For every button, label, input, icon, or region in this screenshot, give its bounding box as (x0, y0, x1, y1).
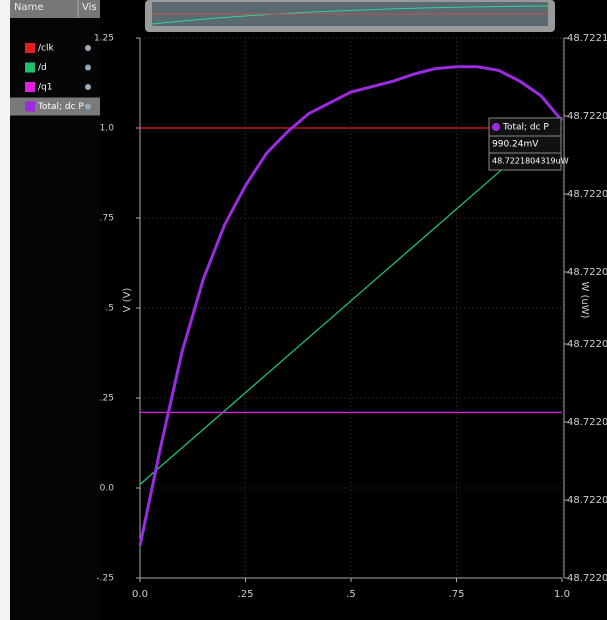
tooltip-dot (492, 123, 500, 131)
y-tick-label: 1.0 (100, 124, 115, 134)
visibility-icon (85, 103, 91, 110)
visibility-icon (85, 64, 91, 71)
y-tick-label: .25 (100, 394, 114, 404)
y-tick-label: -.25 (96, 574, 114, 584)
legend-swatch (25, 43, 35, 53)
tooltip: Total; dc P 990.24mV 48.7221804319uW (488, 117, 569, 171)
x-tick-label: .25 (238, 589, 254, 600)
legend-label: /q1 (38, 83, 52, 93)
y-tick-label: .75 (100, 214, 114, 224)
series-line (138, 65, 564, 546)
left-strip (0, 0, 10, 620)
legend-swatch (25, 62, 35, 73)
y2-tick-label: 48.7220 (567, 111, 607, 122)
y-axis-label: V (V) (122, 288, 133, 313)
header-vis: Vis (82, 2, 97, 13)
plot-panel (100, 0, 607, 620)
tooltip-box (488, 117, 562, 171)
x-tick-label: 0.0 (132, 589, 148, 600)
series-line (139, 116, 563, 485)
legend-swatch (25, 82, 35, 92)
visibility-icon (85, 84, 91, 90)
tooltip-title: Total; dc P (502, 123, 549, 133)
y-tick-label: 0.0 (100, 484, 115, 494)
tooltip-voltage: 990.24mV (492, 140, 539, 150)
legend-label: /d (38, 63, 47, 73)
y2-tick-label: 48.7220 (567, 339, 607, 350)
x-tick-label: .75 (449, 589, 465, 600)
y2-tick-label: 48.7220 (567, 189, 607, 200)
overview-trace (151, 5, 549, 25)
header-name: Name (14, 2, 44, 13)
y2-tick-label: 48.72213 (567, 33, 607, 44)
legend-label: Total; dc P (37, 102, 84, 112)
x-tick-label: .5 (346, 589, 356, 600)
y2-tick-label: 48.7220 (567, 267, 607, 278)
y-tick-label: .5 (105, 304, 114, 314)
x-tick-label: 1.0 (554, 589, 570, 600)
visibility-icon (85, 45, 91, 51)
legend-swatch (25, 101, 35, 112)
y-tick-label: 1.25 (94, 34, 114, 44)
signal-panel (10, 0, 100, 620)
y2-tick-label: 48.7220 (567, 495, 607, 506)
y2-tick-label: 48.7220 (567, 417, 607, 428)
legend-label: /clk (38, 44, 54, 54)
y2-axis-label: W (uW) (579, 281, 590, 318)
tooltip-power: 48.7221804319uW (492, 157, 569, 166)
